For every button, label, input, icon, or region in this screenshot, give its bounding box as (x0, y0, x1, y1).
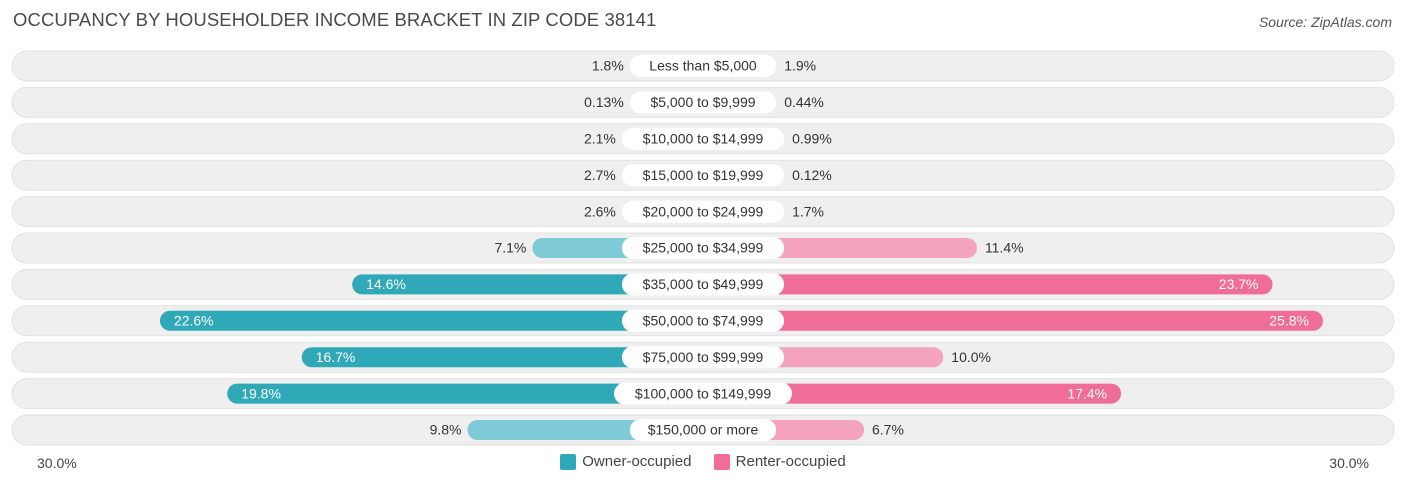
axis-left-label: 30.0% (37, 455, 77, 471)
category-label-background (621, 309, 785, 332)
renter-bar (703, 274, 1273, 295)
owner-bar (301, 347, 703, 368)
owner-value-label: 1.8% (592, 58, 624, 74)
category-label: $25,000 to $34,999 (643, 240, 764, 256)
legend-label-owner: Owner-occupied (582, 453, 692, 470)
owner-bar (159, 310, 703, 331)
category-label: Less than $5,000 (649, 58, 757, 74)
category-label: $5,000 to $9,999 (650, 94, 755, 110)
category-label: $75,000 to $99,999 (643, 349, 764, 365)
category-label-background (614, 382, 792, 405)
category-label: $10,000 to $14,999 (643, 131, 764, 147)
owner-value-label: 7.1% (494, 240, 526, 256)
renter-value-label: 17.4% (1067, 385, 1107, 401)
legend-label-renter: Renter-occupied (735, 453, 846, 470)
legend: Owner-occupied Renter-occupied (0, 453, 1406, 474)
legend-swatch-renter (713, 453, 730, 470)
renter-value-label: 0.99% (792, 131, 832, 147)
category-label: $150,000 or more (648, 422, 759, 438)
owner-bar (227, 383, 703, 404)
owner-value-label: 19.8% (241, 385, 281, 401)
owner-value-label: 14.6% (366, 276, 406, 292)
owner-value-label: 2.1% (584, 131, 616, 147)
category-label: $100,000 to $149,999 (635, 385, 771, 401)
category-label-background (621, 200, 785, 223)
category-label-background (629, 419, 777, 441)
renter-value-label: 10.0% (951, 349, 991, 365)
renter-value-label: 6.7% (872, 422, 904, 438)
owner-value-label: 2.6% (584, 203, 616, 219)
renter-value-label: 0.44% (784, 94, 824, 110)
owner-value-label: 9.8% (430, 422, 462, 438)
renter-bar (703, 383, 1122, 404)
renter-value-label: 25.8% (1269, 313, 1309, 329)
owner-bar (352, 274, 703, 295)
legend-swatch-owner (560, 453, 577, 470)
renter-bar (703, 310, 1323, 331)
renter-value-label: 1.9% (784, 58, 816, 74)
category-label: $35,000 to $49,999 (643, 276, 764, 292)
owner-value-label: 2.7% (584, 167, 616, 183)
legend-item-renter: Renter-occupied (713, 453, 846, 470)
category-label: $15,000 to $19,999 (643, 167, 764, 183)
category-label: $20,000 to $24,999 (643, 203, 764, 219)
owner-value-label: 16.7% (316, 349, 356, 365)
renter-value-label: 1.7% (792, 203, 824, 219)
source-label: Source: ZipAtlas.com (1258, 14, 1392, 30)
category-label-background (621, 237, 785, 259)
category-label-background (629, 91, 777, 114)
legend-item-owner: Owner-occupied (560, 453, 691, 470)
category-label-background (629, 55, 777, 77)
category-label: $50,000 to $74,999 (643, 313, 764, 329)
axis-right-label: 30.0% (1329, 455, 1369, 471)
category-label-background (621, 273, 785, 296)
renter-value-label: 23.7% (1219, 276, 1259, 292)
category-label-background (621, 346, 785, 369)
category-label-background (621, 164, 785, 187)
chart-title: OCCUPANCY BY HOUSEHOLDER INCOME BRACKET … (13, 9, 657, 30)
renter-value-label: 0.12% (792, 167, 832, 183)
renter-value-label: 11.4% (985, 240, 1024, 256)
category-label-background (621, 127, 785, 150)
owner-value-label: 0.13% (584, 94, 624, 110)
owner-value-label: 22.6% (174, 313, 214, 329)
